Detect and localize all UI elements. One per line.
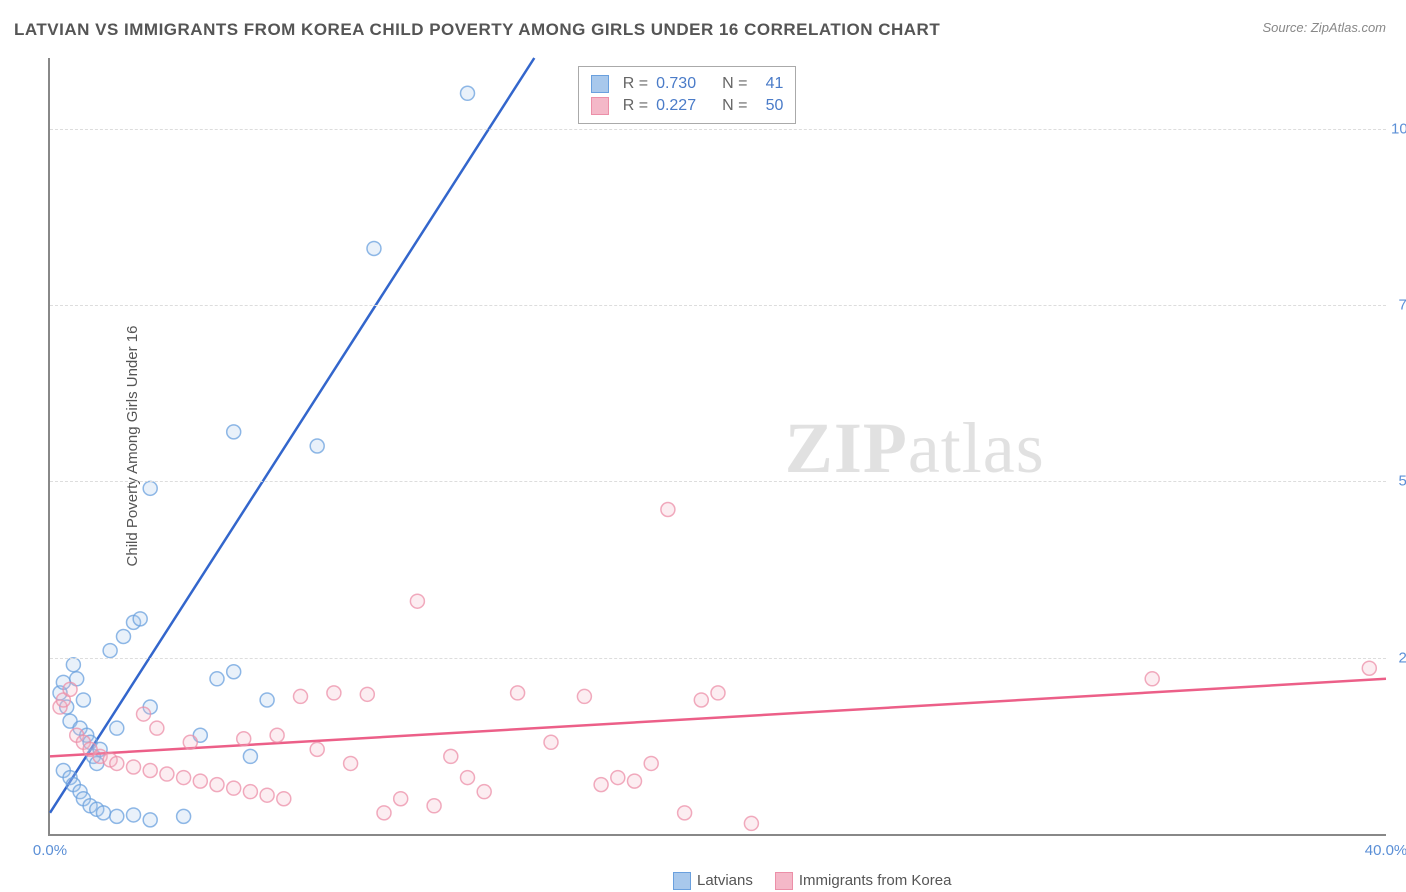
plot-area: 25.0%50.0%75.0%100.0%0.0%40.0%R =0.730N … [48,58,1386,836]
data-point [63,682,77,696]
stats-legend-row: R = 0.730 N = 41 [591,73,784,95]
data-point [127,808,141,822]
r-label: R = [623,97,648,115]
data-point [544,735,558,749]
data-point [110,809,124,823]
legend-swatch [775,872,793,890]
grid-line [50,481,1386,482]
y-tick-label: 25.0% [1391,649,1406,666]
legend-item: Immigrants from Korea [775,872,952,890]
data-point [243,749,257,763]
data-point [444,749,458,763]
legend-item: Latvians [673,872,753,890]
legend-swatch [591,75,609,93]
data-point [227,425,241,439]
data-point [694,693,708,707]
x-tick-label: 40.0% [1365,842,1406,859]
trend-line [50,58,534,813]
data-point [177,771,191,785]
data-point [394,792,408,806]
n-label: N = [722,97,747,115]
data-point [143,481,157,495]
data-point [210,778,224,792]
data-point [110,756,124,770]
data-point [511,686,525,700]
data-point [744,816,758,830]
data-point [711,686,725,700]
data-point [260,788,274,802]
data-point [410,594,424,608]
data-point [661,502,675,516]
data-point [611,771,625,785]
legend-swatch [591,97,609,115]
data-point [177,809,191,823]
data-point [427,799,441,813]
y-tick-label: 50.0% [1391,473,1406,490]
data-point [76,693,90,707]
data-point [270,728,284,742]
data-point [461,86,475,100]
data-point [237,732,251,746]
data-point [377,806,391,820]
data-point [577,689,591,703]
data-point [360,687,374,701]
data-point [461,771,475,785]
n-value: 50 [755,97,783,115]
data-point [137,707,151,721]
data-point [678,806,692,820]
data-point [243,785,257,799]
data-point [150,721,164,735]
data-point [260,693,274,707]
data-point [310,742,324,756]
legend-bottom: Latvians Immigrants from Korea [673,872,951,890]
r-value: 0.227 [656,97,696,115]
scatter-svg [50,58,1386,834]
data-point [227,665,241,679]
grid-line [50,305,1386,306]
data-point [477,785,491,799]
grid-line [50,658,1386,659]
data-point [133,612,147,626]
r-label: R = [623,75,648,93]
r-value: 0.730 [656,75,696,93]
data-point [110,721,124,735]
legend-label: Immigrants from Korea [799,872,952,889]
data-point [310,439,324,453]
legend-label: Latvians [697,872,753,889]
data-point [193,774,207,788]
data-point [594,778,608,792]
data-point [644,756,658,770]
data-point [143,764,157,778]
data-point [143,813,157,827]
data-point [116,629,130,643]
grid-line [50,129,1386,130]
data-point [103,644,117,658]
n-label: N = [722,75,747,93]
x-tick-label: 0.0% [33,842,67,859]
stats-legend-box: R = 0.730 N = 41 R = 0.227 N = 50 [578,66,797,124]
data-point [160,767,174,781]
y-tick-label: 75.0% [1391,296,1406,313]
data-point [127,760,141,774]
data-point [96,806,110,820]
n-value: 41 [755,75,783,93]
data-point [227,781,241,795]
data-point [327,686,341,700]
data-point [294,689,308,703]
data-point [1362,661,1376,675]
stats-legend-row: R = 0.227 N = 50 [591,95,784,117]
y-tick-label: 100.0% [1391,120,1406,137]
chart-container: LATVIAN VS IMMIGRANTS FROM KOREA CHILD P… [0,0,1406,892]
chart-title: LATVIAN VS IMMIGRANTS FROM KOREA CHILD P… [14,20,940,40]
data-point [183,735,197,749]
source-attribution: Source: ZipAtlas.com [1262,20,1386,35]
data-point [277,792,291,806]
data-point [367,241,381,255]
data-point [1145,672,1159,686]
data-point [344,756,358,770]
data-point [66,658,80,672]
data-point [210,672,224,686]
legend-swatch [673,872,691,890]
data-point [628,774,642,788]
